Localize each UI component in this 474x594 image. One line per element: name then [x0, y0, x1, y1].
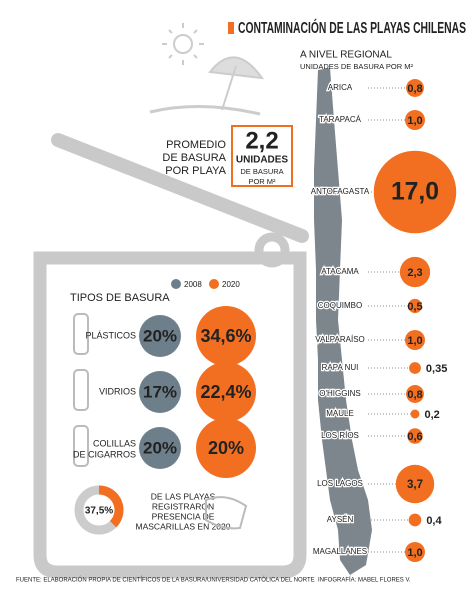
type-label: VIDRIOS — [99, 386, 136, 396]
item-icon — [73, 369, 89, 411]
value-label: 1,0 — [407, 335, 422, 347]
masks-value: 37,5% — [85, 506, 113, 517]
region-label: MAULE — [326, 409, 354, 418]
value-2008: 17% — [143, 382, 177, 401]
title: CONTAMINACIÓN DE LAS PLAYAS CHILENAS — [238, 18, 466, 37]
masks-text: REGISTRARON — [152, 501, 214, 511]
mask-icon — [205, 496, 248, 530]
type-label: DE CIGARROS — [73, 449, 136, 459]
value-2020: 34,6% — [200, 326, 251, 346]
average-text: POR PLAYA — [165, 165, 226, 177]
bubble — [407, 428, 423, 444]
region-label: COQUIMBO — [318, 301, 362, 310]
region-label: VALPARAÍSO — [315, 335, 365, 344]
bubble — [373, 150, 457, 234]
sun-icon — [162, 23, 204, 65]
circle-2008 — [139, 371, 181, 413]
value-label: 0,8 — [407, 83, 422, 95]
region-label: LOS LAGOS — [317, 479, 363, 488]
average-text: PROMEDIO — [166, 139, 226, 151]
average-value: 2,2 — [245, 127, 278, 154]
value-label: 17,0 — [391, 179, 439, 206]
trash-can — [33, 133, 309, 579]
value-label: 0,6 — [407, 431, 422, 443]
average-text: DE BASURA — [162, 152, 226, 164]
region-label: LOS RÍOS — [321, 431, 359, 440]
value-label: 2,3 — [407, 267, 422, 279]
type-label: COLILLAS — [93, 438, 136, 448]
legend-swatch — [171, 279, 181, 289]
region-label: ARICA — [328, 83, 353, 92]
value-label: 0,8 — [407, 389, 422, 401]
bubble — [407, 298, 423, 314]
bubble — [395, 464, 435, 504]
average-unit: UNIDADES — [236, 155, 289, 166]
circle-2020 — [196, 418, 256, 478]
legend-swatch — [209, 279, 219, 289]
circle-2008 — [139, 427, 181, 469]
bubble — [408, 513, 422, 527]
regional-subtitle: UNIDADES DE BASURA POR M² — [300, 62, 413, 71]
circle-2008 — [139, 315, 181, 357]
bubble — [406, 385, 424, 403]
value-label: 1,0 — [407, 115, 422, 127]
value-label: 0,5 — [407, 301, 422, 313]
circle-2020 — [196, 362, 256, 422]
bubble — [405, 330, 425, 350]
type-label: PLÁSTICOS — [85, 330, 136, 340]
region-label: O'HIGGINS — [319, 389, 361, 398]
chile-map — [314, 68, 372, 575]
average-note: POR M² — [248, 177, 276, 186]
donut-arc — [98, 485, 124, 528]
value-label: 3,7 — [407, 479, 423, 491]
region-label: MAGALLANES — [313, 547, 367, 556]
bubble — [405, 110, 425, 130]
masks-text: PRESENCIA DE — [152, 511, 215, 521]
region-label: AYSÉN — [327, 515, 354, 524]
value-label: 1,0 — [407, 547, 422, 559]
value-label: 0,35 — [426, 363, 447, 375]
masks-text: MASCARILLAS EN 2020 — [136, 521, 231, 531]
legend-label: 2020 — [222, 280, 240, 289]
legend-label: 2008 — [184, 280, 202, 289]
bubble — [409, 362, 421, 374]
bubble — [399, 256, 431, 288]
circle-2020 — [196, 306, 256, 366]
umbrella-icon — [149, 56, 265, 116]
value-label: 0,2 — [424, 409, 439, 421]
credit: INFOGRAFÍA: MABEL FLORES V. — [318, 577, 411, 584]
item-icon — [73, 313, 89, 355]
average-note: DE BASURA — [240, 167, 283, 176]
title-accent — [228, 22, 234, 34]
value-label: 0,4 — [426, 515, 442, 527]
region-label: ATACAMA — [321, 267, 359, 276]
region-label: RAPA NUI — [322, 363, 359, 372]
masks-text: DE LAS PLAYAS — [151, 491, 216, 501]
region-label: TARAPACÁ — [319, 115, 362, 124]
value-2008: 20% — [143, 326, 177, 345]
bubble — [405, 542, 425, 562]
item-icon — [73, 425, 89, 467]
types-title: TIPOS DE BASURA — [70, 292, 170, 304]
region-label: ANTOFAGASTA — [311, 187, 370, 196]
value-2020: 22,4% — [200, 382, 251, 402]
value-2008: 20% — [143, 438, 177, 457]
bubble — [406, 79, 424, 97]
source: FUENTE: ELABORACIÓN PROPIA DE CIENTÍFICO… — [16, 577, 315, 584]
value-2020: 20% — [208, 438, 244, 458]
average-box — [231, 125, 293, 187]
regional-title: A NIVEL REGIONAL — [300, 50, 392, 61]
bubble — [410, 409, 420, 419]
